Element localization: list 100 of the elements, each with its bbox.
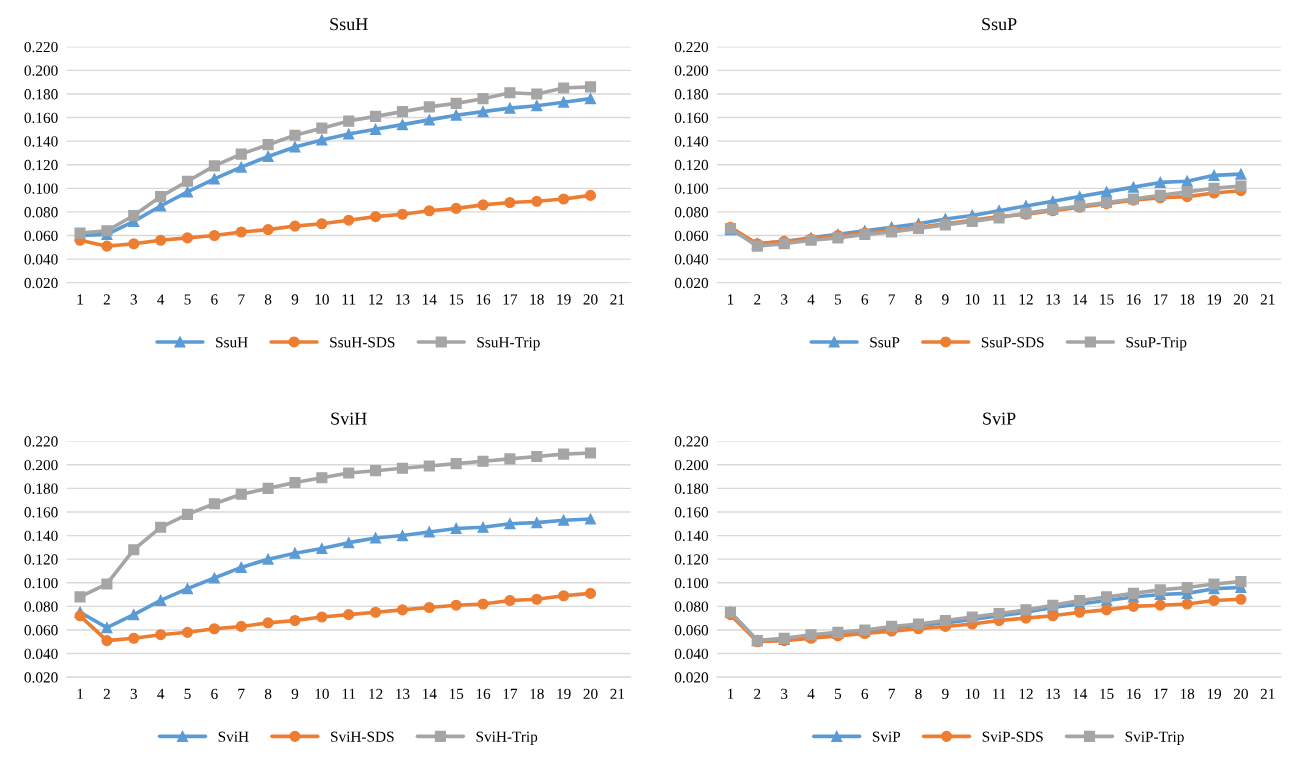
point xyxy=(504,518,516,530)
y-tick-label: 0.220 xyxy=(674,41,709,53)
point xyxy=(128,209,140,222)
point xyxy=(343,115,355,127)
point xyxy=(558,590,570,602)
point xyxy=(155,629,167,641)
point xyxy=(316,218,328,230)
x-tick-label: 12 xyxy=(1019,294,1033,305)
y-tick-label: 0.100 xyxy=(674,577,709,589)
y-tick-label: 0.060 xyxy=(24,230,58,242)
point xyxy=(181,175,194,187)
point xyxy=(289,129,301,141)
point xyxy=(531,450,543,463)
point xyxy=(208,160,220,172)
x-tick-label: 20 xyxy=(583,688,598,700)
point xyxy=(1235,180,1247,192)
x-tick-label: 5 xyxy=(834,294,842,305)
point xyxy=(396,604,408,616)
point xyxy=(450,109,462,121)
point xyxy=(1181,186,1193,198)
point xyxy=(370,465,382,477)
point xyxy=(289,547,301,559)
x-tick-label: 8 xyxy=(915,688,922,700)
point xyxy=(477,199,489,211)
legend-label: SsuP xyxy=(870,337,900,348)
point xyxy=(370,532,382,544)
x-tick-label: 3 xyxy=(130,688,137,700)
x-tick-label: 15 xyxy=(449,688,464,700)
y-tick-label: 0.140 xyxy=(24,530,58,542)
point xyxy=(208,229,220,242)
point xyxy=(558,82,570,94)
point xyxy=(74,591,86,603)
legend-label: SviH xyxy=(218,731,249,742)
x-tick-label: 18 xyxy=(530,688,544,700)
x-tick-label: 17 xyxy=(503,294,518,305)
legend-label: SsuH-SDS xyxy=(330,337,395,348)
point xyxy=(504,102,516,114)
x-tick-label: 1 xyxy=(77,688,83,699)
point xyxy=(504,87,516,99)
point xyxy=(128,238,140,250)
x-tick-label: 7 xyxy=(888,294,896,305)
point xyxy=(1154,599,1166,611)
point xyxy=(1181,598,1193,610)
point xyxy=(370,211,382,223)
x-tick-label: 6 xyxy=(861,294,869,305)
x-tick-label: 12 xyxy=(369,688,383,699)
x-tick-label: 3 xyxy=(781,688,788,700)
x-tick-label: 5 xyxy=(834,688,842,700)
point xyxy=(235,226,247,238)
x-tick-label: 10 xyxy=(965,688,980,700)
point xyxy=(128,609,140,621)
point xyxy=(477,598,489,610)
point xyxy=(343,467,355,479)
point xyxy=(316,122,328,134)
point xyxy=(262,553,274,565)
x-tick-label: 9 xyxy=(291,688,299,700)
point xyxy=(423,460,435,472)
point xyxy=(343,537,355,549)
point xyxy=(128,544,140,556)
point xyxy=(1208,169,1220,181)
point xyxy=(584,93,597,105)
chart-title: SviP xyxy=(983,412,1016,425)
point xyxy=(262,150,274,163)
y-tick-label: 0.060 xyxy=(674,625,709,636)
point xyxy=(396,462,408,474)
x-tick-label: 19 xyxy=(557,688,571,700)
point xyxy=(208,623,220,635)
x-tick-label: 10 xyxy=(965,294,980,305)
point xyxy=(423,601,435,614)
y-tick-label: 0.180 xyxy=(24,483,58,494)
point xyxy=(1100,186,1113,198)
x-tick-label: 16 xyxy=(1127,688,1141,700)
x-tick-label: 21 xyxy=(610,294,625,305)
point xyxy=(128,632,140,644)
point xyxy=(370,110,382,122)
point xyxy=(289,476,301,489)
x-tick-label: 11 xyxy=(993,688,1006,699)
x-tick-label: 2 xyxy=(103,294,110,305)
y-tick-label: 0.200 xyxy=(674,459,709,471)
point xyxy=(262,139,274,151)
point xyxy=(181,232,194,244)
point xyxy=(1127,600,1139,612)
point xyxy=(531,593,543,605)
y-tick-label: 0.160 xyxy=(24,112,58,124)
y-tick-label: 0.140 xyxy=(24,136,58,147)
point xyxy=(1154,176,1166,188)
x-tick-label: 2 xyxy=(754,688,761,699)
point xyxy=(316,134,328,146)
x-tick-label: 21 xyxy=(1260,688,1275,699)
point xyxy=(531,195,543,207)
y-tick-label: 0.200 xyxy=(24,65,58,76)
x-tick-label: 14 xyxy=(423,294,437,305)
point xyxy=(235,488,247,500)
point xyxy=(208,572,220,584)
x-tick-label: 5 xyxy=(184,688,191,700)
point xyxy=(1208,182,1220,194)
x-tick-label: 20 xyxy=(1233,294,1248,305)
point xyxy=(1208,578,1220,590)
point xyxy=(504,196,516,209)
point xyxy=(155,594,167,607)
